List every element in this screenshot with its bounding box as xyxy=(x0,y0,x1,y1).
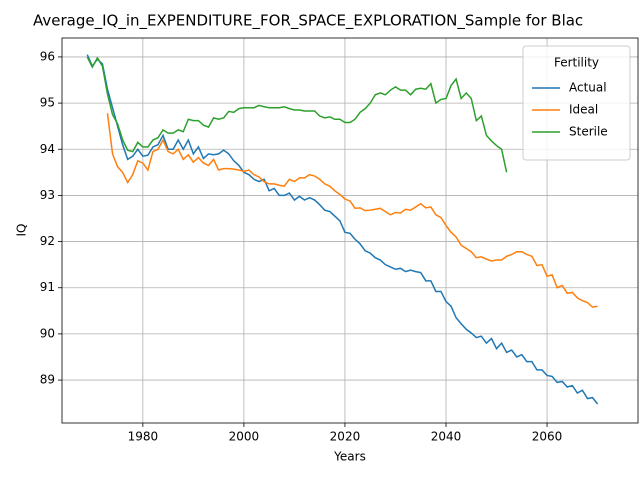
legend-label: Ideal xyxy=(569,103,598,117)
x-tick-label: 2060 xyxy=(532,430,563,444)
x-tick-label: 1980 xyxy=(128,430,159,444)
y-tick-label: 91 xyxy=(40,280,55,294)
x-tick-label: 2000 xyxy=(229,430,260,444)
x-tick-label: 2020 xyxy=(330,430,361,444)
series-line xyxy=(86,54,599,405)
y-axis-label: IQ xyxy=(15,224,29,237)
plot-frame xyxy=(61,37,639,424)
y-tick-label: 90 xyxy=(40,326,55,340)
legend-label: Sterile xyxy=(569,125,608,139)
y-tick-label: 96 xyxy=(40,49,55,63)
y-tick-label: 93 xyxy=(40,188,55,202)
legend: Fertility Actual Ideal Sterile xyxy=(522,45,631,161)
x-axis-label: Years xyxy=(333,450,366,464)
y-tick-label: 89 xyxy=(40,373,55,387)
series-line xyxy=(86,56,508,173)
y-tick-label: 94 xyxy=(40,142,55,156)
chart-title: Average_IQ_in_EXPENDITURE_FOR_SPACE_EXPL… xyxy=(33,12,583,31)
y-tick-label: 92 xyxy=(40,234,55,248)
x-tick-label: 2040 xyxy=(431,430,462,444)
legend-title: Fertility xyxy=(554,56,599,70)
y-tick-label: 95 xyxy=(40,96,55,110)
legend-label: Actual xyxy=(569,81,607,95)
series-line xyxy=(106,113,598,308)
